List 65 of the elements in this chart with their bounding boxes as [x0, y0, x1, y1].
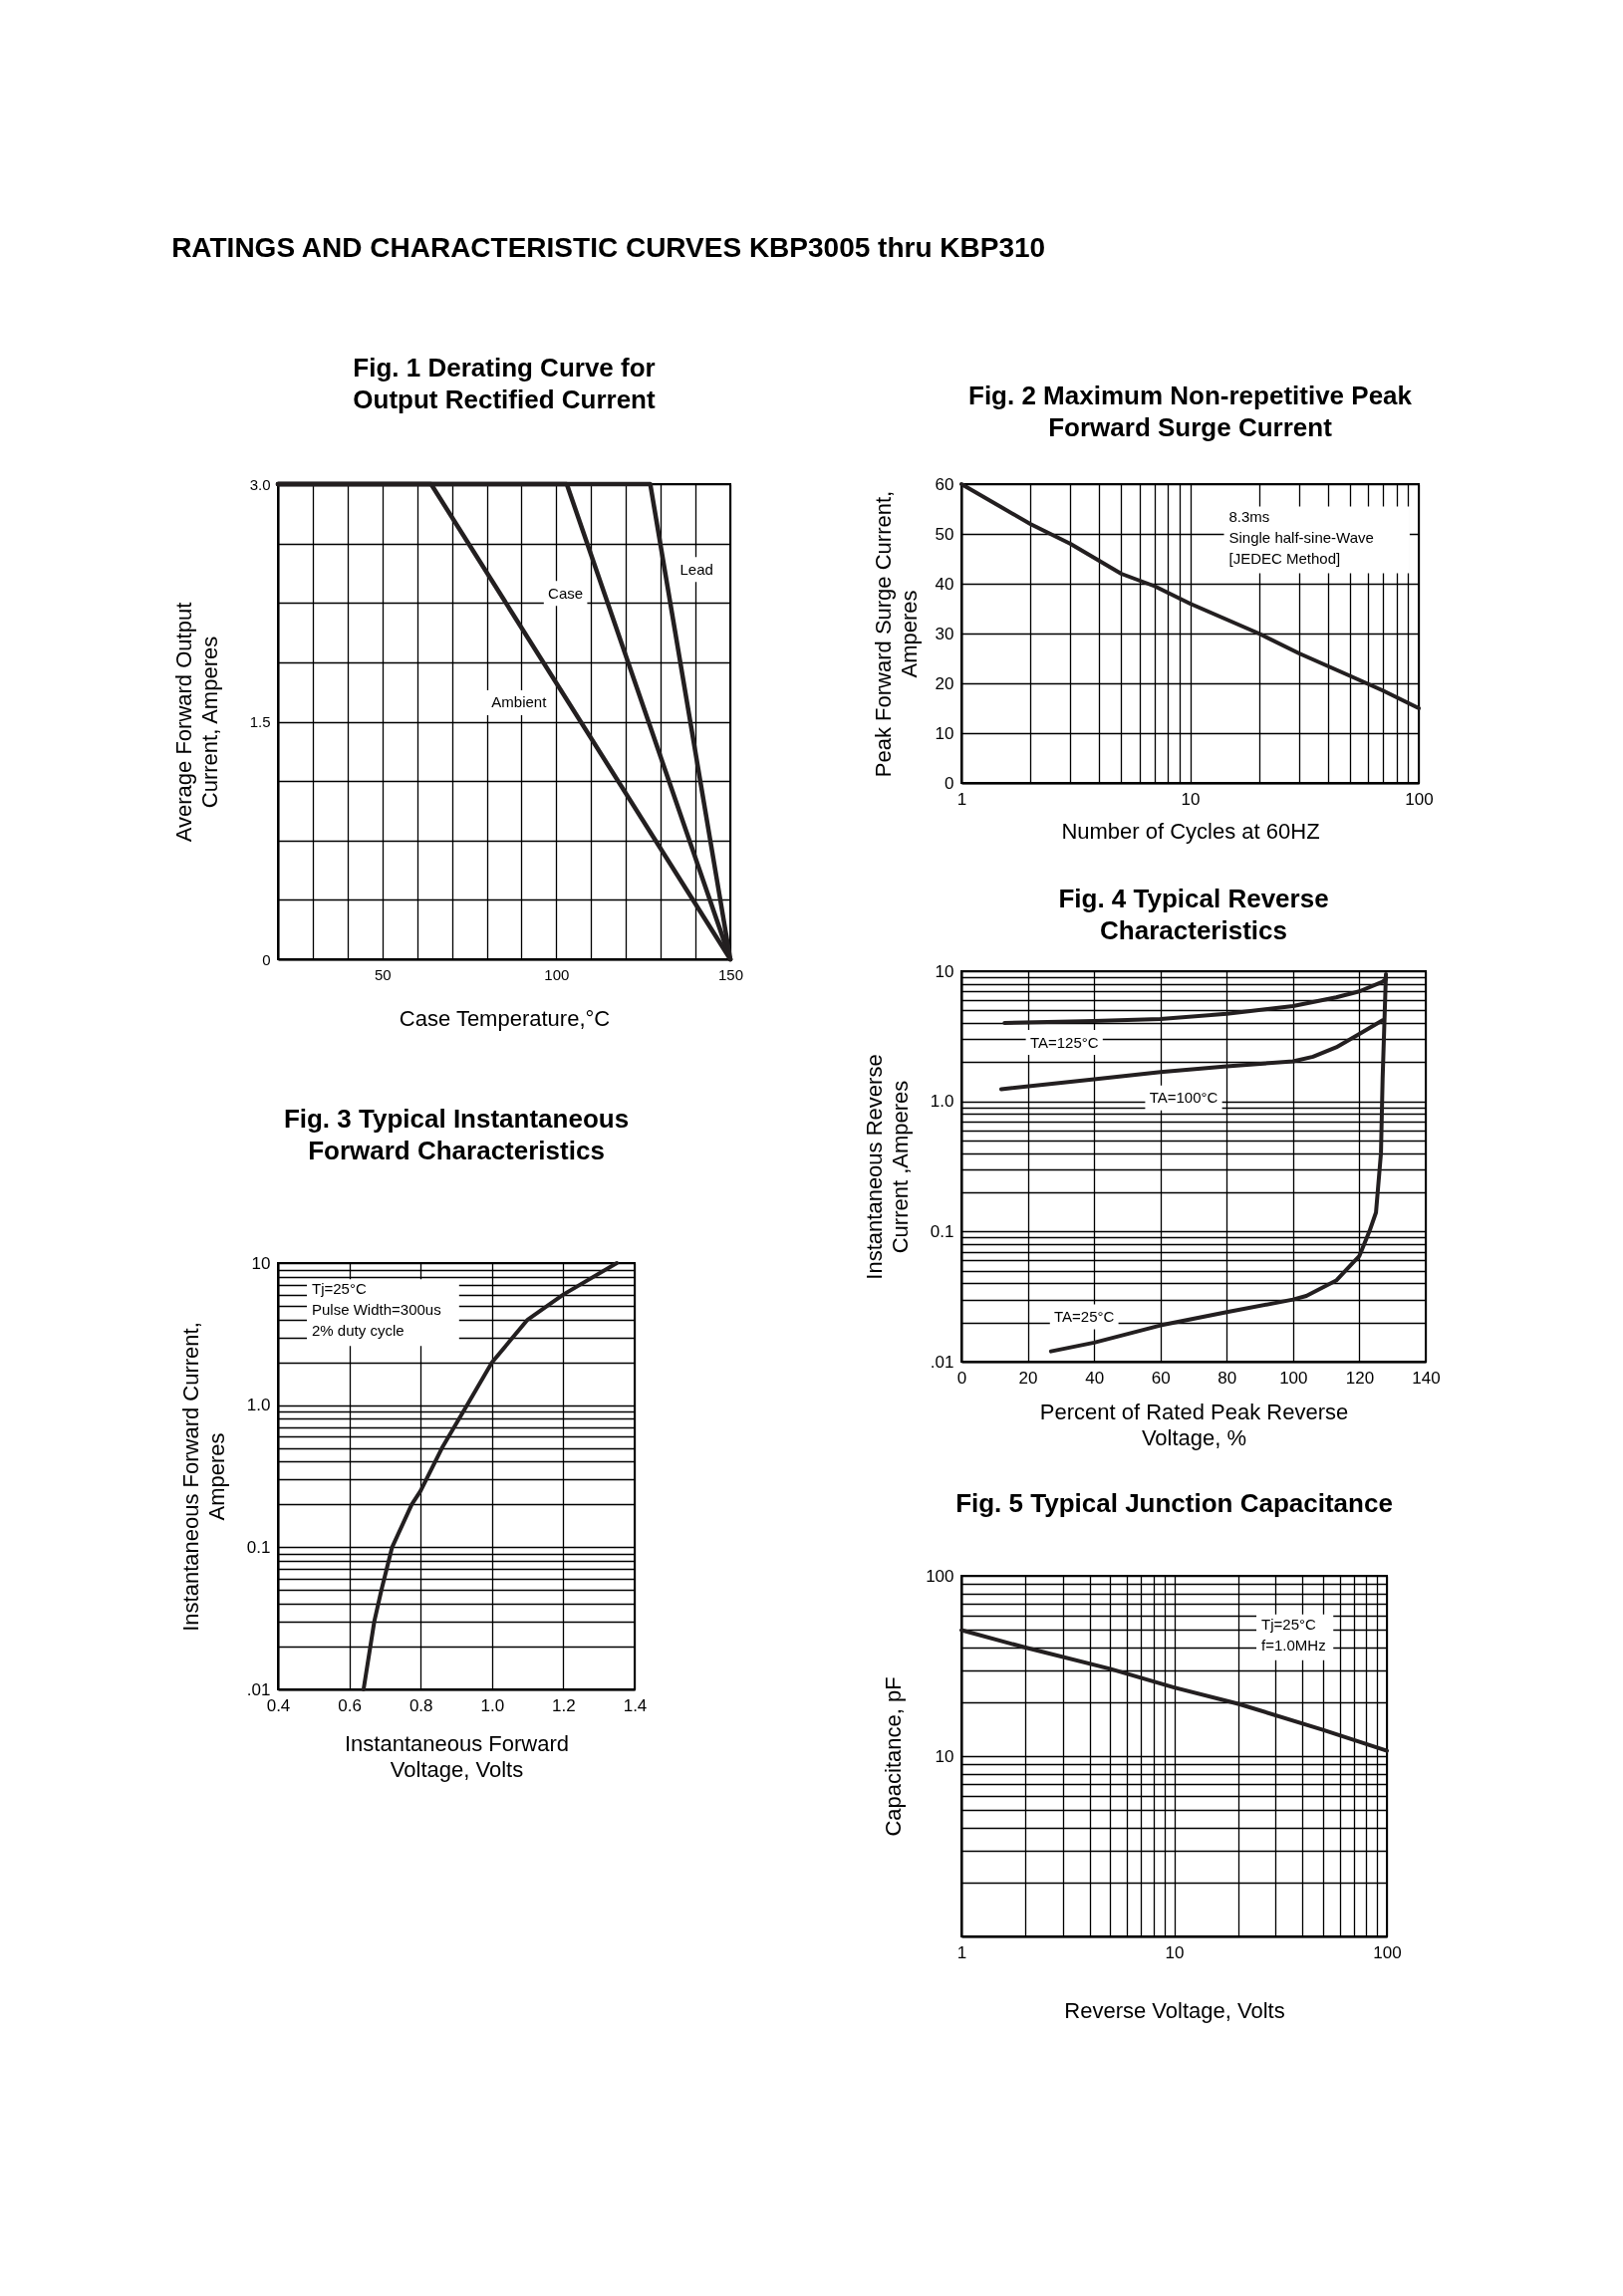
- y-tick-label: 0.1: [930, 1221, 954, 1241]
- annotation: 8.3ms Single half-sine-Wave [JEDEC Method]: [1228, 507, 1374, 567]
- chart-title: Fig. 4 Typical Reverse Characteristics: [1058, 884, 1329, 945]
- x-axis-title: Reverse Voltage, Volts: [1064, 1997, 1285, 2023]
- x-tick-label: 0: [956, 1368, 967, 1388]
- annotation: Tj=25°C Pulse Width=300us 2% duty cycle: [312, 1280, 441, 1340]
- x-tick-label: 0.6: [338, 1695, 362, 1715]
- y-tick-label: 10: [935, 723, 954, 743]
- y-tick-label: 0: [262, 950, 271, 968]
- y-axis-title: Peak Forward Surge Current, Amperes: [870, 490, 922, 778]
- y-tick-label: 20: [935, 673, 954, 693]
- x-tick-label: 10: [1181, 789, 1201, 809]
- x-tick-label: 0.8: [408, 1695, 433, 1715]
- y-tick-label: 1.0: [930, 1092, 954, 1112]
- x-tick-label: 100: [1405, 789, 1434, 809]
- x-axis-title: Percent of Rated Peak Reverse Voltage, %: [1039, 1399, 1349, 1450]
- chart-title: Fig. 5 Typical Junction Capacitance: [955, 1488, 1393, 1518]
- y-axis-title: Average Forward Output Current, Amperes: [170, 602, 222, 843]
- text: RATINGS AND CHARACTERISTIC CURVES KBP3005 thru KBP310: [171, 232, 1046, 263]
- x-tick-label: 150: [717, 965, 744, 983]
- y-tick-label: 1.0: [246, 1396, 271, 1415]
- x-tick-label: 10: [1165, 1942, 1185, 1962]
- x-axis-title: Instantaneous Forward Voltage, Volts: [344, 1730, 570, 1782]
- x-tick-label: 60: [1151, 1368, 1171, 1388]
- series-label: Lead: [679, 560, 713, 578]
- y-tick-label: 0.1: [246, 1537, 271, 1557]
- series-label: TA=25°C: [1054, 1307, 1115, 1325]
- x-axis-title: Number of Cycles at 60HZ: [1061, 818, 1320, 844]
- y-tick-label: 0: [945, 773, 954, 793]
- y-tick-label: 3.0: [249, 475, 271, 493]
- y-tick-label: 50: [935, 524, 954, 544]
- x-tick-label: 1.0: [480, 1695, 505, 1715]
- annotation: Tj=25°C f=1.0MHz: [1261, 1615, 1326, 1654]
- x-tick-label: 1.2: [552, 1695, 576, 1715]
- y-axis-title: Instantaneous Reverse Current ,Amperes: [861, 1054, 913, 1280]
- series-label: Ambient: [491, 693, 548, 711]
- y-tick-label: 10: [935, 1746, 954, 1766]
- x-tick-label: 1: [956, 1942, 967, 1962]
- x-tick-label: 100: [1279, 1368, 1308, 1388]
- chart-title: Fig. 1 Derating Curve for Output Rectified Current: [353, 353, 656, 414]
- y-axis-title: Capacitance, pF: [881, 1676, 907, 1837]
- y-tick-label: 30: [935, 624, 954, 643]
- chart-title: Fig. 3 Typical Instantaneous Forward Characteristics: [283, 1104, 630, 1165]
- x-tick-label: 100: [544, 965, 570, 983]
- series-label: TA=125°C: [1029, 1033, 1099, 1051]
- y-tick-label: 1.5: [249, 713, 271, 730]
- x-tick-label: 80: [1217, 1368, 1237, 1388]
- x-tick-label: 1.4: [623, 1695, 648, 1715]
- x-axis-title: Case Temperature,°C: [399, 1005, 611, 1031]
- y-axis-title: Instantaneous Forward Current, Amperes: [177, 1322, 229, 1632]
- y-tick-label: 100: [926, 1566, 954, 1586]
- x-tick-label: 140: [1412, 1368, 1441, 1388]
- y-tick-label: 40: [935, 574, 954, 594]
- y-tick-label: 10: [251, 1253, 271, 1273]
- x-tick-label: 1: [956, 789, 967, 809]
- x-tick-label: 20: [1018, 1368, 1038, 1388]
- y-tick-label: 60: [935, 474, 954, 494]
- series-label: Case: [548, 584, 584, 602]
- series-label: TA=100°C: [1149, 1089, 1218, 1107]
- x-tick-label: 120: [1345, 1368, 1375, 1388]
- y-tick-label: .01: [930, 1352, 954, 1372]
- x-tick-label: 50: [374, 965, 392, 983]
- x-tick-label: 40: [1085, 1368, 1105, 1388]
- chart-title: Fig. 2 Maximum Non-repetitive Peak Forward Surge Current: [967, 381, 1413, 442]
- x-tick-label: 100: [1373, 1942, 1402, 1962]
